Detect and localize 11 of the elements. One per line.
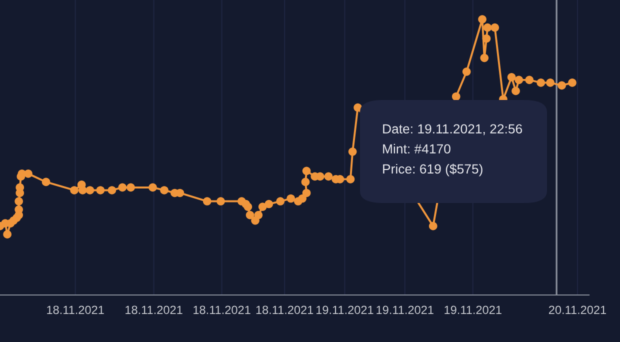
annotation: Price: 619 ($575) xyxy=(383,164,482,176)
x-tick-label: 18.11.2021 xyxy=(194,306,250,314)
x-tick-label: 19.11.2021 xyxy=(444,306,502,314)
x-tick-label: 20.11.2021 xyxy=(548,306,606,314)
annotation: Date: 19.11.2021, 22:56 xyxy=(383,124,522,136)
x-tick-label: 18.11.2021 xyxy=(126,306,182,314)
x-tick-label: 19.11.2021 xyxy=(376,306,434,314)
x-tick-label: 18.11.2021 xyxy=(256,306,314,314)
x-tick-label: 19.11.2021 xyxy=(316,306,374,314)
x-tick-label: 18.11.2021 xyxy=(47,306,104,314)
annotation: Mint: #4170 xyxy=(383,144,450,154)
